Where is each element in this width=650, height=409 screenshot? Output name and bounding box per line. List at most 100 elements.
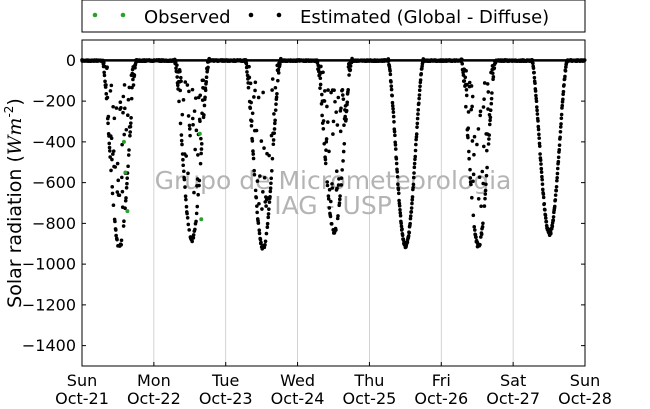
data-point-estimated: [250, 139, 255, 143]
data-point-estimated: [273, 108, 278, 112]
data-point-estimated: [191, 236, 196, 240]
y-tick-label: −1400: [22, 336, 76, 355]
data-point-estimated: [347, 73, 351, 77]
data-point-estimated: [552, 204, 557, 209]
data-point-estimated: [473, 228, 477, 232]
data-point-estimated: [540, 182, 545, 186]
data-point-estimated: [415, 125, 419, 129]
data-point-estimated: [175, 63, 179, 67]
data-point-estimated: [186, 114, 191, 118]
data-point-estimated: [540, 177, 544, 182]
data-point-estimated: [117, 193, 122, 198]
data-point-estimated: [340, 168, 344, 172]
data-point-estimated: [257, 201, 261, 206]
data-point-estimated: [465, 82, 469, 87]
data-point-estimated: [532, 70, 536, 75]
data-point-estimated: [272, 112, 276, 116]
x-tick-label-date: Oct-22: [127, 389, 181, 408]
data-point-estimated: [487, 133, 491, 137]
data-point-estimated: [464, 88, 469, 92]
data-point-estimated: [175, 75, 180, 79]
data-point-estimated: [180, 112, 185, 117]
data-point-estimated: [119, 105, 123, 110]
data-point-estimated: [325, 104, 329, 109]
data-point-estimated: [555, 166, 560, 171]
data-point-estimated: [201, 78, 206, 83]
data-point-estimated: [269, 176, 274, 181]
data-point-estimated: [246, 85, 251, 90]
data-point-estimated: [559, 122, 563, 126]
data-point-estimated: [487, 122, 492, 127]
data-point-estimated: [540, 174, 544, 179]
data-point-estimated: [533, 89, 538, 93]
data-point-estimated: [120, 189, 125, 194]
data-point-estimated: [123, 206, 127, 211]
data-point-estimated: [276, 71, 281, 75]
x-tick-label-date: Oct-21: [55, 389, 109, 408]
data-point-estimated: [107, 145, 112, 150]
data-point-estimated: [558, 135, 562, 140]
data-point-estimated: [184, 154, 188, 158]
data-point-estimated: [483, 188, 488, 193]
x-tick-label-day: Tue: [211, 371, 239, 390]
data-point-estimated: [339, 183, 344, 187]
data-point-estimated: [190, 116, 195, 121]
axis-ticks: [81, 40, 586, 366]
data-point-estimated: [398, 207, 402, 212]
data-point-estimated: [470, 94, 475, 99]
data-point-estimated: [124, 186, 129, 190]
data-point-estimated: [561, 89, 566, 94]
data-point-estimated: [256, 221, 261, 225]
watermark-line-1: Grupo de Micrometeorologia: [155, 166, 512, 195]
data-point-estimated: [273, 85, 278, 90]
data-point-estimated: [254, 128, 259, 133]
data-point-estimated: [178, 88, 182, 93]
data-point-estimated: [252, 172, 257, 177]
data-point-estimated: [407, 230, 412, 235]
data-point-estimated: [471, 179, 475, 184]
data-point-estimated: [276, 78, 280, 83]
data-point-estimated: [275, 92, 279, 96]
data-point-estimated: [113, 165, 118, 169]
legend-marks: [92, 12, 282, 18]
data-point-estimated: [264, 204, 268, 208]
data-point-estimated: [396, 182, 400, 187]
data-point-estimated: [539, 166, 544, 171]
data-point-estimated: [340, 87, 345, 92]
data-point-estimated: [398, 211, 403, 215]
data-point-estimated: [536, 119, 540, 123]
x-tick-label-date: Oct-23: [199, 389, 253, 408]
data-point-estimated: [413, 157, 417, 162]
data-point-estimated: [334, 228, 338, 232]
data-point-estimated: [255, 210, 259, 215]
data-point-estimated: [472, 225, 477, 229]
data-point-estimated: [321, 119, 326, 123]
data-point-estimated: [475, 142, 479, 147]
data-point-estimated: [173, 60, 178, 64]
data-point-estimated: [480, 225, 485, 229]
data-point-estimated: [129, 115, 133, 120]
data-point-estimated: [348, 67, 353, 72]
y-axis-label-text: Solar radiation (: [4, 155, 26, 308]
data-point-estimated: [393, 147, 398, 151]
data-point-estimated: [399, 221, 403, 226]
data-point-estimated: [111, 152, 115, 156]
data-point-estimated: [416, 112, 420, 116]
data-point-estimated: [535, 105, 539, 109]
data-point-estimated: [323, 161, 328, 166]
data-point-estimated: [549, 231, 553, 236]
data-point-estimated: [556, 159, 561, 164]
data-point-estimated: [558, 130, 563, 134]
data-point-estimated: [480, 169, 485, 174]
data-point-estimated: [337, 201, 342, 205]
data-point-estimated: [490, 71, 495, 76]
data-point-estimated: [472, 134, 477, 139]
data-point-estimated: [256, 95, 261, 100]
data-point-estimated: [255, 204, 259, 208]
data-point-estimated: [534, 93, 538, 98]
data-point-estimated: [390, 104, 395, 108]
data-point-estimated: [120, 142, 124, 147]
data-point-estimated: [340, 93, 345, 97]
data-point-estimated: [196, 192, 200, 197]
data-point-estimated: [191, 122, 195, 127]
